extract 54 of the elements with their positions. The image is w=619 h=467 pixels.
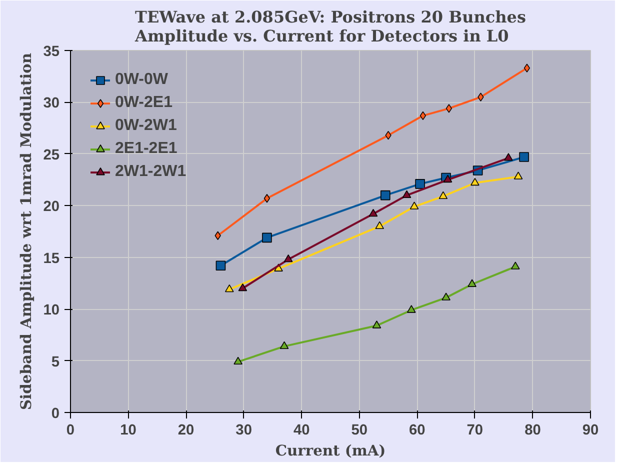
point <box>410 202 419 210</box>
point <box>262 232 272 243</box>
point <box>510 262 520 270</box>
point <box>372 320 382 328</box>
point <box>406 305 416 313</box>
point <box>524 64 530 72</box>
point <box>284 254 293 262</box>
legend-label: 0W-2W1 <box>115 117 177 135</box>
point <box>415 179 425 189</box>
x-tick-label: 10 <box>120 422 136 438</box>
point <box>470 178 480 186</box>
point <box>224 284 234 292</box>
point <box>264 194 270 203</box>
x-tick-label: 20 <box>178 422 194 438</box>
x-axis-title: Current (mA) <box>275 442 386 460</box>
x-tick-label: 60 <box>409 422 426 438</box>
point <box>446 104 452 113</box>
point <box>280 341 289 350</box>
point <box>478 92 484 102</box>
legend-label: 0W-0W <box>115 71 168 89</box>
x-tick-label: 30 <box>236 422 252 438</box>
point <box>468 279 476 287</box>
y-tick-label: 25 <box>43 147 60 164</box>
y-tick-label: 5 <box>51 354 60 370</box>
x-tick-label: 80 <box>524 422 541 438</box>
legend-label: 2E1-2E1 <box>115 140 178 158</box>
x-tick-label: 70 <box>466 422 484 438</box>
legend-label: 2W1-2W1 <box>115 163 186 181</box>
point <box>216 260 226 271</box>
legend-label: 0W-2E1 <box>115 94 172 112</box>
y-tick-label: 15 <box>43 250 60 267</box>
y-tick-label: 10 <box>43 302 60 319</box>
point <box>234 356 242 365</box>
chart-title: TEWave at 2.085GeV: Positrons 20 Bunches Amplitude vs. Current for Detectors in L0 <box>134 8 526 46</box>
y-tick-label: 30 <box>43 96 60 112</box>
x-tick-label: 90 <box>582 422 599 438</box>
y-tick-label: 35 <box>43 44 60 60</box>
x-tick-label: 0 <box>66 422 75 438</box>
point <box>519 152 529 162</box>
y-tick-label: 20 <box>43 199 60 216</box>
point <box>368 208 378 217</box>
point <box>380 190 390 200</box>
y-tick-label: 0 <box>51 406 60 422</box>
point <box>514 172 523 180</box>
point <box>420 111 426 120</box>
x-tick-label: 40 <box>293 422 310 438</box>
x-tick-label: 50 <box>351 422 368 438</box>
point <box>238 283 248 292</box>
y-axis-title: Sideband Amplitude wrt 1mrad Modulation <box>18 52 36 410</box>
point <box>402 190 412 198</box>
point <box>442 292 450 300</box>
point <box>438 191 448 200</box>
point <box>375 221 384 230</box>
point <box>504 153 513 161</box>
